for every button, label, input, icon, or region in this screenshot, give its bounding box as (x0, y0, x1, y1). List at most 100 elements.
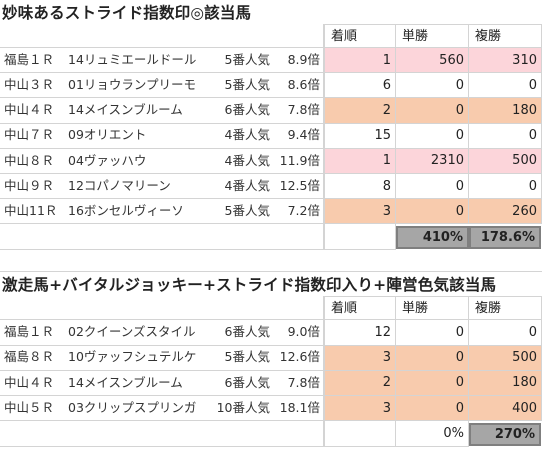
rank-cell: 1 (324, 148, 396, 174)
entry-row: 中山８Ｒ 04ヴァッハウ 4番人気 11.9倍 (0, 148, 324, 174)
horse-name: 14メイスンブルーム (68, 102, 183, 118)
popularity: 6番人気 (224, 324, 270, 340)
rank-cell: 1 (324, 48, 396, 74)
entry-row: 中山５Ｒ 03クリップスプリンガ 10番人気 18.1倍 (0, 396, 324, 422)
rank-cell: 2 (324, 370, 396, 396)
place-payout: 180 (469, 370, 542, 396)
odds: 12.5倍 (279, 177, 320, 193)
popularity: 5番人気 (224, 51, 270, 67)
rank-cell: 3 (324, 345, 396, 371)
section1-rank-header: 着順 (324, 24, 396, 48)
win-payout: 0 (396, 396, 469, 422)
popularity: 5番人気 (224, 203, 270, 219)
entry-row: 福島８Ｒ 10ヴァッフシュテルケ 5番人気 12.6倍 (0, 345, 324, 371)
horse-name: 03クリップスプリンガ (68, 399, 197, 415)
race-label: 中山９Ｒ (4, 177, 55, 193)
race-label: 中山５Ｒ (4, 399, 55, 415)
section1-place-header: 複勝 (469, 24, 542, 48)
odds: 7.8倍 (287, 374, 320, 390)
popularity: 6番人気 (224, 374, 270, 390)
section2-win-header: 単勝 (396, 296, 469, 321)
section2-totals-blank-a (0, 421, 324, 448)
rank-cell: 15 (324, 123, 396, 149)
race-label: 中山３Ｒ (4, 77, 55, 93)
odds: 18.1倍 (279, 399, 320, 415)
entry-row: 中山３Ｒ 01リョウランプリーモ 5番人気 8.6倍 (0, 73, 324, 99)
entry-row: 中山７Ｒ 09オリエント 4番人気 9.4倍 (0, 123, 324, 149)
section1-win-header: 単勝 (396, 24, 469, 48)
race-label: 中山11Ｒ (4, 203, 58, 219)
horse-name: 09オリエント (68, 127, 147, 143)
place-payout: 0 (469, 320, 542, 346)
horse-name: 10ヴァッフシュテルケ (68, 349, 197, 365)
place-payout: 400 (469, 396, 542, 422)
horse-name: 02クイーンズスタイル (68, 324, 196, 340)
section2-rank-header: 着順 (324, 296, 396, 321)
popularity: 5番人気 (224, 349, 270, 365)
place-payout: 0 (469, 174, 542, 200)
entry-row: 中山４Ｒ 14メイスンブルーム 6番人気 7.8倍 (0, 98, 324, 124)
place-payout: 0 (469, 73, 542, 99)
rank-cell: 3 (324, 396, 396, 422)
entry-row: 福島１Ｒ 02クイーンズスタイル 6番人気 9.0倍 (0, 320, 324, 346)
popularity: 5番人気 (224, 77, 270, 93)
section1-totals-blank-a (0, 224, 324, 251)
win-payout: 0 (396, 345, 469, 371)
win-payout: 0 (396, 98, 469, 124)
popularity: 4番人気 (224, 152, 270, 168)
section1-title: 妙味あるストライド指数印◎該当馬 (2, 4, 252, 22)
odds: 8.6倍 (287, 77, 320, 93)
section1-header-blank (0, 24, 324, 48)
entry-row: 中山４Ｒ 14メイスンブルーム 6番人気 7.8倍 (0, 370, 324, 396)
win-payout: 2310 (396, 148, 469, 174)
spacer-row (0, 250, 542, 273)
horse-name: 14リュミエールドール (68, 51, 197, 67)
horse-name: 04ヴァッハウ (68, 152, 147, 168)
rank-cell: 8 (324, 174, 396, 200)
entry-row: 福島１Ｒ 14リュミエールドール 5番人気 8.9倍 (0, 48, 324, 74)
place-return-total: 270% (469, 423, 541, 447)
place-payout: 310 (469, 48, 542, 74)
rank-cell: 12 (324, 320, 396, 346)
section2-title: 激走馬+バイタルジョッキー+ストライド指数印入り+陣営色気該当馬 (2, 276, 497, 295)
race-label: 福島１Ｒ (4, 51, 55, 67)
place-payout: 180 (469, 98, 542, 124)
rank-cell: 6 (324, 73, 396, 99)
place-payout: 260 (469, 199, 542, 225)
race-label: 福島１Ｒ (4, 324, 55, 340)
rank-cell: 2 (324, 98, 396, 124)
odds: 9.4倍 (287, 127, 320, 143)
popularity: 4番人気 (224, 177, 270, 193)
odds: 9.0倍 (287, 324, 320, 340)
place-payout: 500 (469, 148, 542, 174)
win-return-total: 0% (396, 421, 469, 448)
entry-row: 中山11Ｒ 16ボンセルヴィーソ 5番人気 7.2倍 (0, 199, 324, 225)
section2-place-header: 複勝 (469, 296, 542, 321)
section2-header-blank (0, 296, 324, 321)
win-payout: 0 (396, 370, 469, 396)
popularity: 6番人気 (224, 102, 270, 118)
odds: 12.6倍 (279, 349, 320, 365)
popularity: 4番人気 (224, 127, 270, 143)
race-label: 中山４Ｒ (4, 102, 55, 118)
odds: 11.9倍 (279, 152, 320, 168)
odds: 8.9倍 (287, 51, 320, 67)
win-payout: 0 (396, 73, 469, 99)
race-label: 中山４Ｒ (4, 374, 55, 390)
odds: 7.8倍 (287, 102, 320, 118)
win-return-total: 410% (396, 226, 469, 250)
win-payout: 0 (396, 174, 469, 200)
place-payout: 500 (469, 345, 542, 371)
horse-name: 14メイスンブルーム (68, 374, 183, 390)
win-payout: 560 (396, 48, 469, 74)
horse-name: 16ボンセルヴィーソ (68, 203, 184, 219)
popularity: 10番人気 (216, 399, 270, 415)
win-payout: 0 (396, 123, 469, 149)
section2-totals-blank-b (324, 421, 396, 448)
horse-name: 01リョウランプリーモ (68, 77, 197, 93)
odds: 7.2倍 (287, 203, 320, 219)
place-payout: 0 (469, 123, 542, 149)
place-return-total: 178.6% (469, 226, 541, 250)
race-label: 中山７Ｒ (4, 127, 55, 143)
